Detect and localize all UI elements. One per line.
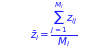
Text: $\bar{z}_i = \dfrac{\sum_{j=1}^{M_i} z_{ij}}{M_i}$: $\bar{z}_i = \dfrac{\sum_{j=1}^{M_i} z_{… [30, 0, 78, 49]
